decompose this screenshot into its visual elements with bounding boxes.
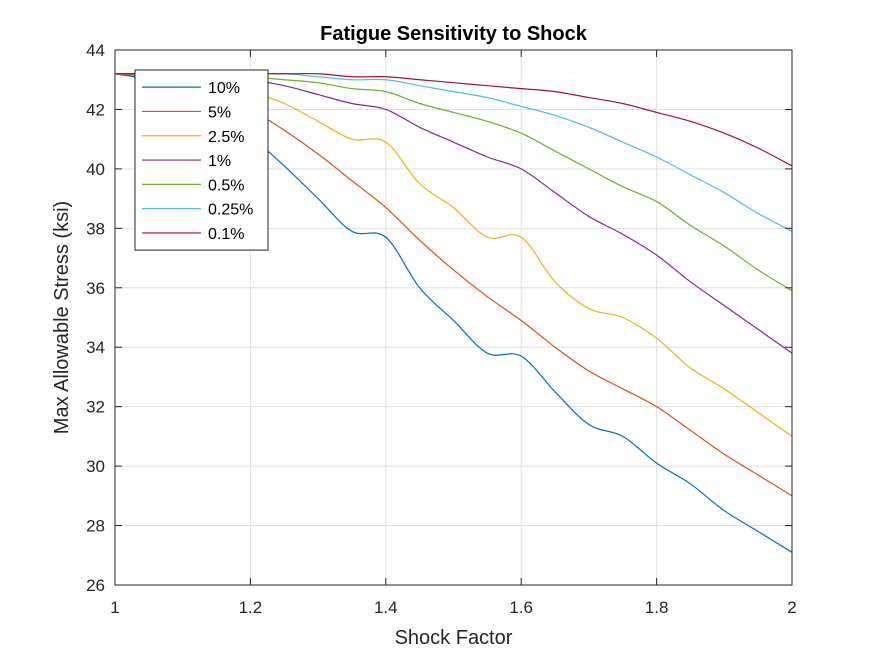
y-axis-label: Max Allowable Stress (ksi) (51, 201, 73, 434)
y-tick-label: 38 (86, 219, 105, 238)
y-tick-label: 28 (86, 517, 105, 536)
legend-label: 1% (208, 153, 231, 170)
legend-label: 0.1% (208, 226, 244, 243)
y-tick-label: 42 (86, 100, 105, 119)
axes-box (114, 49, 793, 586)
x-tick-label: 1.4 (374, 598, 398, 617)
y-tick-label: 26 (86, 576, 105, 595)
y-tick-label: 44 (86, 41, 105, 60)
y-tick-label: 36 (86, 279, 105, 298)
legend-label: 0.25% (208, 202, 253, 219)
legend-label: 5% (208, 104, 231, 121)
y-tick-label: 30 (86, 457, 105, 476)
legend: 10% 5% 2.5% 1% 0.5% 0.25% 0.1% (134, 69, 269, 251)
y-tick-label: 40 (86, 160, 105, 179)
x-tick-label: 1 (110, 598, 119, 617)
legend-label: 0.5% (208, 177, 244, 194)
x-ticks: 1 1.2 1.4 1.6 1.8 2 (110, 50, 797, 617)
y-ticks: 26 28 30 32 34 36 38 40 42 44 (86, 41, 792, 595)
legend-label: 2.5% (208, 129, 244, 146)
y-tick-label: 34 (86, 338, 105, 357)
y-tick-label: 32 (86, 398, 105, 417)
chart-title: Fatigue Sensitivity to Shock (320, 23, 588, 45)
x-tick-label: 2 (787, 598, 796, 617)
x-tick-label: 1.6 (509, 598, 533, 617)
x-tick-label: 1.8 (645, 598, 669, 617)
x-axis-label: Shock Factor (395, 627, 513, 649)
legend-label: 10% (208, 80, 240, 97)
x-tick-label: 1.2 (239, 598, 263, 617)
